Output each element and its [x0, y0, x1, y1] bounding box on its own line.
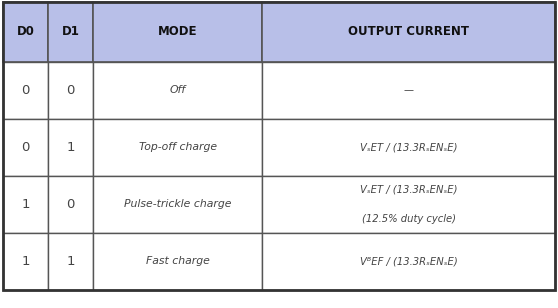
Text: 0: 0: [21, 140, 30, 154]
Text: OUTPUT CURRENT: OUTPUT CURRENT: [348, 25, 469, 38]
Text: 1: 1: [66, 254, 75, 268]
Bar: [93, 119, 262, 176]
Text: D1: D1: [62, 25, 80, 38]
Bar: [262, 2, 555, 62]
Bar: [48, 2, 93, 62]
Text: —: —: [403, 85, 413, 95]
Bar: [262, 62, 555, 119]
Bar: [3, 119, 48, 176]
Bar: [3, 62, 48, 119]
Bar: [93, 2, 262, 62]
Bar: [48, 119, 93, 176]
Text: 0: 0: [66, 83, 75, 97]
Text: 1: 1: [21, 197, 30, 211]
Bar: [3, 2, 48, 62]
Text: VᴮEF / (13.3RₛENₛE): VᴮEF / (13.3RₛENₛE): [360, 256, 458, 266]
Text: 0: 0: [66, 197, 75, 211]
Text: D0: D0: [17, 25, 35, 38]
Bar: [48, 233, 93, 290]
Bar: [262, 233, 555, 290]
Text: VₛET / (13.3RₛENₛE): VₛET / (13.3RₛENₛE): [360, 142, 458, 152]
Bar: [3, 176, 48, 233]
Text: 0: 0: [21, 83, 30, 97]
Text: Fast charge: Fast charge: [146, 256, 210, 266]
Bar: [262, 176, 555, 233]
Bar: [93, 62, 262, 119]
Bar: [93, 233, 262, 290]
Text: MODE: MODE: [158, 25, 198, 38]
Bar: [3, 233, 48, 290]
Bar: [48, 62, 93, 119]
Bar: [262, 119, 555, 176]
Text: 1: 1: [66, 140, 75, 154]
Text: Off: Off: [170, 85, 186, 95]
Text: (12.5% duty cycle): (12.5% duty cycle): [362, 214, 455, 224]
Text: VₛET / (13.3RₛENₛE): VₛET / (13.3RₛENₛE): [360, 184, 458, 194]
Text: Pulse-trickle charge: Pulse-trickle charge: [124, 199, 232, 209]
Text: 1: 1: [21, 254, 30, 268]
Bar: [93, 176, 262, 233]
Bar: [48, 176, 93, 233]
Text: Top-off charge: Top-off charge: [138, 142, 217, 152]
